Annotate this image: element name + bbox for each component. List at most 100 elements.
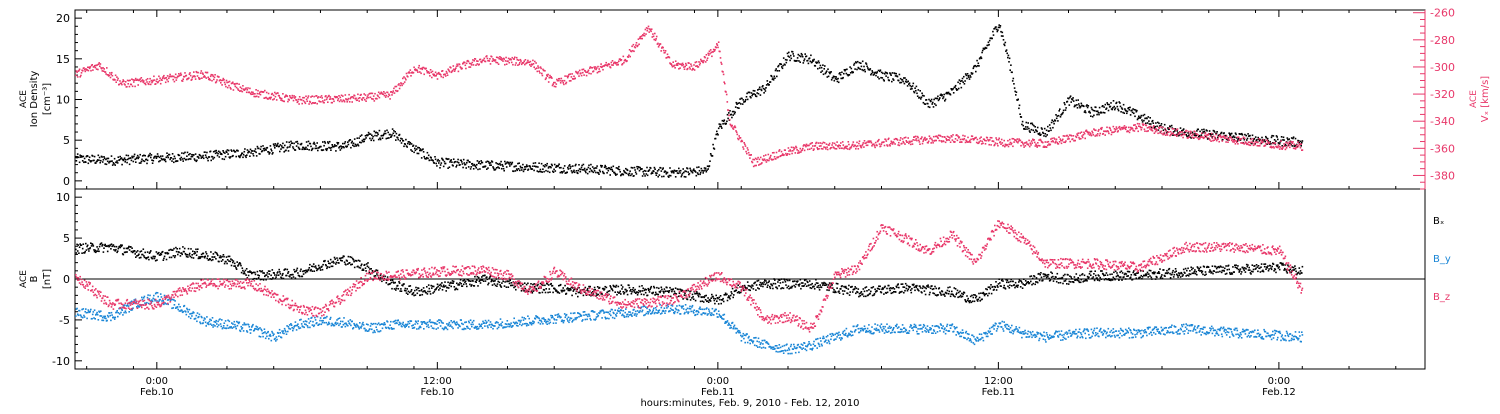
ion-density-series-point [735,106,737,108]
ion-density-series-point [329,141,331,143]
ion-density-series-point [594,170,596,172]
vx-series [75,26,1303,168]
bx-series-point [487,284,489,286]
vx-series-point [1017,138,1019,140]
ion-density-series-point [689,168,691,170]
vx-series-point [654,33,656,35]
ion-density-series-point [157,153,159,155]
vx-series-point [926,138,928,140]
vx-series-point [671,65,673,67]
ion-density-series-point [931,99,933,101]
vx-series-point [1159,132,1161,134]
vx-series-point [417,71,419,73]
vx-series-point [912,143,914,145]
vx-series-point [717,47,719,49]
vx-series-point [117,79,119,81]
ion-density-series-point [967,75,969,77]
ion-density-series-point [549,172,551,174]
vx-series-point [725,91,727,93]
vx-series-point [1099,133,1101,135]
ion-density-series-point [909,82,911,84]
bx-series-point [210,251,212,253]
ion-density-series-point [1008,61,1010,63]
vx-series-point [389,95,391,97]
ion-density-series-point [186,155,188,157]
ion-density-series-point [214,157,216,159]
bx-series-point [428,284,430,286]
vx-series-point [362,99,364,101]
ion-density-series-point [860,62,862,64]
bx-series-point [113,244,115,246]
ion-density-series-point [273,143,275,145]
vx-series-point [379,97,381,99]
bx-series-point [192,251,194,253]
bx-series-point [281,277,283,279]
ion-density-series-point [448,158,450,160]
ion-density-series-point [1252,140,1254,142]
vx-series-point [904,143,906,145]
vx-series-point [899,139,901,141]
vx-series-point [1159,127,1161,129]
vx-series-point [1298,145,1300,147]
ion-density-series-point [289,146,291,148]
ion-density-series-point [629,170,631,172]
vx-series-point [299,96,301,98]
ion-density-series-point [1006,53,1008,55]
vx-series-point [1033,139,1035,141]
ion-density-series-point [299,148,301,150]
bx-series-point [465,283,467,285]
ion-density-series-point [427,152,429,154]
ion-density-series-point [803,62,805,64]
bx-series-point [542,292,544,294]
vx-series-point [1252,138,1254,140]
bx-series-point [549,291,551,293]
vx-series-point [690,63,692,65]
bx-series-point [288,271,290,273]
bx-series-point [102,244,104,246]
vx-series-point [1025,145,1027,147]
ion-density-series-point [873,74,875,76]
vx-series-point [1195,136,1197,138]
vx-series-point [337,100,339,102]
bx-series-point [82,248,84,250]
bx-series-point [606,287,608,289]
ion-density-series-point [192,156,194,158]
ion-density-series-point [488,161,490,163]
ion-density-series-point [338,142,340,144]
vx-series-point [888,138,890,140]
vx-series-point [106,67,108,69]
vx-series-point [437,78,439,80]
vx-series-point [638,44,640,46]
bx-series-point [111,243,113,245]
vx-series-point [826,143,828,145]
ion-density-series-point [603,173,605,175]
vx-series-point [1210,135,1212,137]
ion-density-series-point [141,161,143,163]
ion-density-series-point [1155,122,1157,124]
ion-density-series-point [773,79,775,81]
vx-series-point [1243,143,1245,145]
ion-density-series-point [551,165,553,167]
vx-series-point [99,66,101,68]
ion-density-series-point [888,80,890,82]
ion-density-series-point [883,80,885,82]
ion-density-series-point [1058,110,1060,112]
bx-series-point [308,269,310,271]
ion-density-series-point [498,167,500,169]
bx-series-point [78,244,80,246]
vx-series-point [623,56,625,58]
ion-density-series-point [738,107,740,109]
vx-series-point [759,159,761,161]
vx-series-point [1204,137,1206,139]
ion-density-series-point [596,165,598,167]
vx-series-point [518,64,520,66]
ion-density-series-point [693,168,695,170]
ion-density-series-point [515,170,517,172]
vx-series-point [1053,141,1055,143]
ion-density-series-point [284,145,286,147]
vx-series-point [344,101,346,103]
vx-series-point [665,50,667,52]
ion-density-series-point [585,172,587,174]
vx-series-point [1132,128,1134,130]
ion-density-series-point [190,158,192,160]
